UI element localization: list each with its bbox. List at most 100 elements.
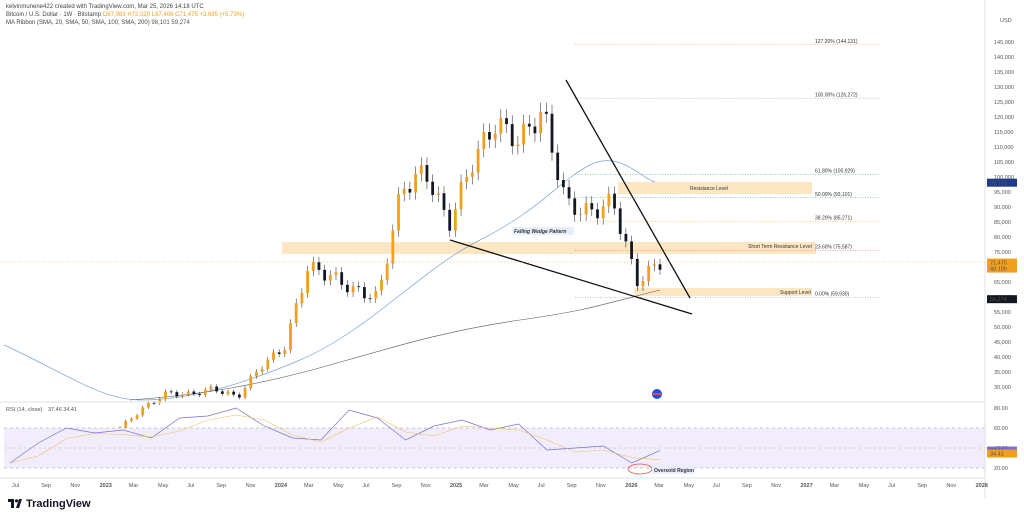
- price-tick-label: 30,000: [994, 385, 1011, 391]
- candle-body: [647, 265, 651, 282]
- candle-body: [232, 391, 236, 395]
- candle-body: [510, 124, 514, 147]
- time-tick-label: 2028: [976, 483, 988, 489]
- time-tick-label: 2026: [625, 483, 637, 489]
- candle-body: [488, 131, 491, 140]
- rsi-lines: [9, 407, 661, 464]
- time-tick-label: Nov: [246, 483, 256, 489]
- price-tick-label: 55,000: [994, 310, 1011, 316]
- candle-body: [226, 391, 230, 394]
- time-tick-label: Mar: [479, 483, 489, 489]
- time-tick-label: Mar: [304, 483, 314, 489]
- candle-body: [141, 407, 145, 416]
- candle-body: [152, 402, 156, 404]
- price-tick-label: 140,000: [994, 55, 1014, 61]
- candle-body: [357, 286, 361, 288]
- price-tick-label: 65,000: [994, 280, 1011, 286]
- candle-body: [340, 272, 344, 285]
- candle-body: [391, 230, 395, 264]
- short-term-resistance-zone: [282, 242, 816, 254]
- candle-body: [442, 193, 446, 210]
- candle-body: [601, 206, 605, 219]
- time-tick-label: May: [684, 483, 695, 489]
- candle-body: [505, 118, 508, 125]
- time-tick-label: Mar: [654, 483, 664, 489]
- price-tick-label: 75,000: [994, 250, 1011, 256]
- candle-body: [164, 391, 167, 400]
- symbol-label: Bitcoin / U.S. Dollar · 1W · Bitstamp: [6, 12, 102, 18]
- short-term-resistance-label: Short Term Resistance Level: [748, 244, 812, 250]
- time-tick-label: Jul: [538, 483, 545, 489]
- ma-slow-line: [129, 289, 661, 401]
- candle-body: [368, 298, 372, 300]
- rsi-signal-line: [9, 414, 661, 464]
- rsi-values: 37.46 34.41: [48, 407, 77, 413]
- candle-body: [374, 290, 378, 299]
- time-tick-label: Jul: [888, 483, 895, 489]
- candle-body: [408, 188, 412, 193]
- candle-body: [527, 123, 531, 127]
- currency-label: USD: [1000, 18, 1012, 24]
- candle-body: [561, 179, 565, 188]
- time-tick-label: May: [158, 483, 169, 489]
- candle-body: [658, 264, 662, 270]
- candle-body: [380, 279, 383, 291]
- candle-body: [567, 187, 571, 199]
- candle-body: [158, 399, 162, 404]
- time-tick-label: 2027: [800, 483, 812, 489]
- price-tick-label: 90,000: [994, 205, 1011, 211]
- candle-body: [533, 126, 537, 134]
- price-tick-label: 85,000: [994, 220, 1011, 226]
- time-tick-label: Nov: [771, 483, 781, 489]
- tradingview-logo-icon: [8, 499, 22, 508]
- flag-stripe-icon: [653, 393, 661, 395]
- price-tick-label: 130,000: [994, 85, 1014, 91]
- wedge-lower-line: [449, 239, 693, 315]
- candle-body: [175, 392, 179, 397]
- ma-fast-line: [3, 160, 656, 401]
- price-tick-label: 110,000: [994, 145, 1013, 151]
- wedge-upper-line: [565, 79, 691, 299]
- candle-body: [453, 209, 457, 231]
- candle-body: [522, 123, 525, 145]
- price-badge: [987, 178, 1017, 187]
- created-by-line: kelvinmunene422 created with TradingView…: [6, 4, 204, 10]
- candle-body: [243, 388, 247, 398]
- candle-body: [255, 371, 258, 377]
- price-tick-label: 80,000: [994, 235, 1011, 241]
- candle-body: [317, 262, 321, 270]
- candle-body: [169, 391, 173, 393]
- fib-level-label: 38.20% (85,271): [815, 216, 852, 222]
- candle-body: [186, 391, 190, 395]
- candle-body: [624, 233, 628, 242]
- time-tick-label: Sep: [392, 483, 402, 489]
- fib-level-label: 23.60% (75,587): [815, 245, 852, 251]
- time-axis: Jul Sep Nov 2023 Mar May Jul Sep Nov 2024 Mar May Ju…: [0, 477, 988, 489]
- candle-body: [363, 287, 366, 299]
- candle-body: [641, 281, 645, 287]
- price-tick-label: 40,000: [994, 355, 1011, 361]
- candle-body: [448, 209, 452, 231]
- time-tick-label: Jul: [713, 483, 720, 489]
- time-tick-label: 2023: [100, 483, 112, 489]
- candle-body: [266, 359, 270, 369]
- candle-body: [652, 264, 656, 266]
- price-badge-sublabel: 4d 10h: [990, 267, 1007, 273]
- fib-level-label: 127.20% (144,131): [815, 39, 858, 45]
- candle-body: [544, 111, 548, 114]
- price-tick-label: 50,000: [994, 325, 1011, 331]
- candle-body: [192, 391, 196, 394]
- candle-body: [323, 269, 327, 281]
- candle-body: [209, 386, 213, 390]
- candle-body: [311, 262, 315, 272]
- fib-level-label: 50.00% (93,101): [815, 192, 852, 198]
- price-tick-label: 100,000: [994, 175, 1014, 181]
- candle-body: [289, 323, 292, 351]
- time-tick-label: Mar: [129, 483, 139, 489]
- rsi-line: [9, 407, 661, 464]
- fib-level-label: 100.00% (126,272): [815, 93, 858, 99]
- tradingview-logo[interactable]: TradingView: [8, 498, 91, 510]
- candle-body: [283, 350, 287, 354]
